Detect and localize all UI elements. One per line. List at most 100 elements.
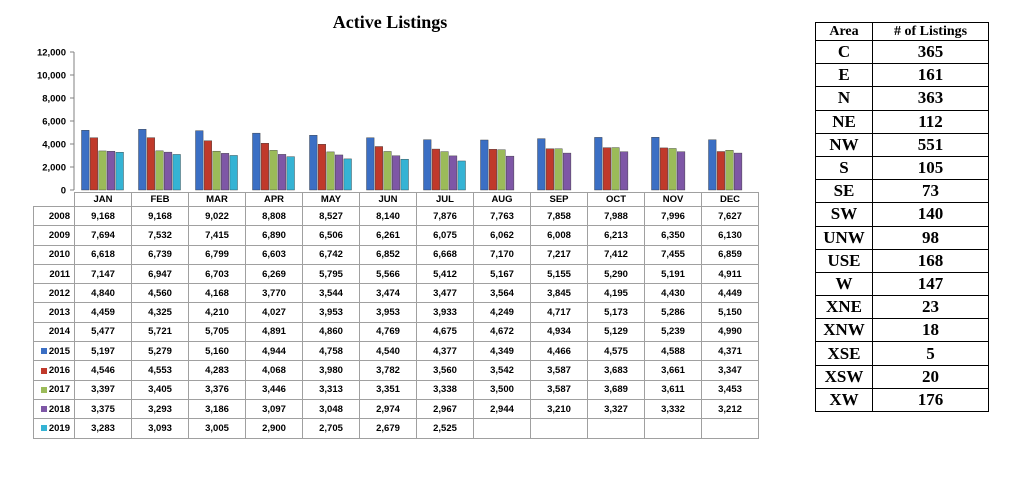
data-label: 3,611: [644, 379, 702, 400]
data-label: 6,506: [302, 225, 360, 246]
legend-label: 2010: [48, 249, 70, 261]
series-label: 2009: [33, 225, 75, 246]
data-label: 4,769: [359, 321, 417, 343]
table-row: 2011 7,147 6,947 6,703 6,269 5,795 5,566 5,412 5…: [33, 263, 759, 285]
area-count: 363: [872, 86, 989, 111]
data-label: 2,679: [359, 418, 417, 439]
area-count: 551: [872, 132, 989, 157]
data-label: 4,068: [245, 360, 303, 381]
data-label: 6,008: [530, 225, 588, 246]
bar-2016-jun: [374, 146, 383, 191]
table-row: 2013 4,459 4,325 4,210 4,027 3,953 3,953 3,933 4…: [33, 302, 759, 323]
data-label: 7,415: [188, 225, 246, 246]
data-label: 5,167: [473, 263, 531, 285]
data-label: 5,155: [530, 263, 588, 285]
table-row: 2009 7,694 7,532 7,415 6,890 6,506 6,261 6,075 6…: [33, 225, 759, 246]
data-label: 7,996: [644, 205, 702, 227]
table-row: 2016 4,546 4,553 4,283 4,068 3,980 3,782 3,560 3…: [33, 360, 759, 381]
series-label: 2012: [33, 283, 75, 304]
bar-2016-mar: [203, 140, 212, 191]
area-name: S: [815, 155, 873, 181]
bar-2017-mar: [212, 150, 221, 191]
data-label: 6,350: [644, 225, 702, 246]
data-label: 3,338: [416, 379, 474, 400]
area-name: N: [815, 86, 873, 111]
series-label: 2015: [33, 341, 75, 362]
data-label: 6,603: [245, 244, 303, 265]
data-label: 4,575: [587, 341, 645, 362]
data-label: 4,860: [302, 321, 360, 343]
data-label: 2,900: [245, 418, 303, 439]
data-label: 3,587: [530, 360, 588, 381]
legend-label: 2015: [48, 345, 70, 357]
table-row: 2017 3,397 3,405 3,376 3,446 3,313 3,351 3,338 3…: [33, 379, 759, 400]
bar-2017-oct: [611, 147, 620, 191]
area-count: 105: [872, 155, 989, 181]
legend-label: 2017: [48, 384, 70, 396]
data-label: 7,532: [131, 225, 189, 246]
data-label: 3,933: [416, 302, 474, 323]
legend-label: 2011: [49, 268, 70, 280]
bar-2016-oct: [602, 147, 611, 191]
table-row: 2012 4,840 4,560 4,168 3,770 3,544 3,474 3,477 3…: [33, 283, 759, 304]
data-label: 3,453: [701, 379, 759, 400]
data-label: 4,325: [131, 302, 189, 323]
data-label: 3,347: [701, 360, 759, 381]
data-label: 5,160: [188, 341, 246, 362]
area-name: SW: [815, 202, 873, 227]
area-count: 112: [872, 109, 989, 134]
data-label: 3,782: [359, 360, 417, 381]
series-label: 2008: [33, 205, 75, 227]
bar-2018-jul: [449, 155, 458, 191]
data-label: 6,062: [473, 225, 531, 246]
data-label: 4,546: [74, 360, 132, 381]
y-tick-label: 8,000: [42, 94, 66, 105]
table-row: 2010 6,618 6,739 6,799 6,603 6,742 6,852 6,668 7…: [33, 244, 759, 265]
area-table-row: XNE 23: [815, 295, 989, 320]
data-label: 5,721: [131, 321, 189, 343]
table-row: 2019 3,283 3,093 3,005 2,900 2,705 2,679 2,525: [33, 418, 759, 439]
area-table-row: E 161: [815, 63, 989, 88]
data-label: 2,705: [302, 418, 360, 439]
data-label: 7,217: [530, 244, 588, 265]
bar-2017-jun: [383, 151, 392, 191]
bar-2019-jun: [400, 158, 409, 191]
data-label: 3,210: [530, 398, 588, 420]
data-label: 9,168: [74, 205, 132, 227]
data-label: 4,944: [245, 341, 303, 362]
area-name: NW: [815, 132, 873, 157]
bar-2015-nov: [651, 137, 660, 191]
data-label: 6,947: [131, 263, 189, 285]
bar-2015-mar: [195, 130, 204, 191]
x-tick-label: MAR: [188, 192, 246, 207]
area-count: 98: [872, 225, 989, 250]
area-name: XW: [815, 387, 873, 413]
area-table-row: XNW 18: [815, 318, 989, 343]
data-label: 4,430: [644, 283, 702, 304]
data-label: 2,525: [416, 418, 474, 439]
data-label: 6,269: [245, 263, 303, 285]
series-label: 2018: [33, 398, 75, 420]
area-table-row: C 365: [815, 39, 989, 65]
data-label: 5,566: [359, 263, 417, 285]
data-label: 9,168: [131, 205, 189, 227]
data-label: [644, 418, 702, 439]
data-label: 7,455: [644, 244, 702, 265]
legend-label: 2013: [48, 307, 70, 319]
legend-label: 2016: [48, 365, 70, 377]
data-label: 7,858: [530, 205, 588, 227]
bar-2017-dec: [725, 150, 734, 191]
data-label: 4,934: [530, 321, 588, 343]
bar-2016-may: [317, 144, 326, 191]
area-count: 161: [872, 63, 989, 88]
legend-swatch: [40, 367, 47, 374]
series-label: 2019: [33, 418, 75, 439]
data-label: 4,168: [188, 283, 246, 304]
data-label: 2,974: [359, 398, 417, 420]
x-tick-label: MAY: [302, 192, 360, 207]
data-label: 5,286: [644, 302, 702, 323]
area-name: XSW: [815, 364, 873, 389]
bar-2015-jun: [366, 137, 375, 191]
data-label: 4,588: [644, 341, 702, 362]
